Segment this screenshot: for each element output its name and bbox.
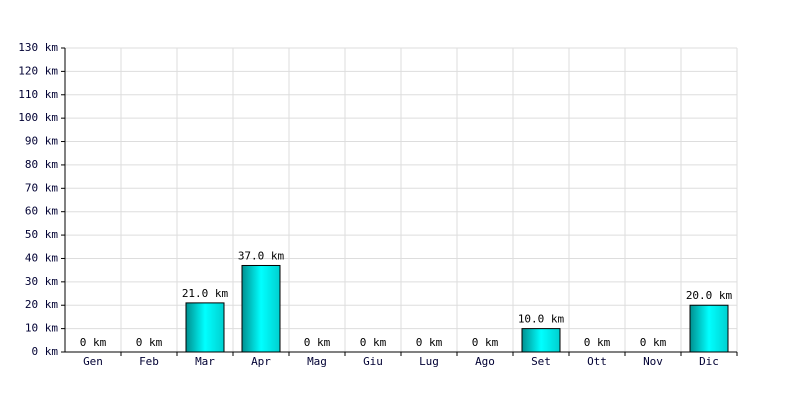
value-label: 21.0 km [182,287,229,300]
x-tick-label: Set [531,355,551,368]
x-tick-label: Ott [587,355,607,368]
value-label: 0 km [416,336,443,349]
y-tick-label: 130 km [18,41,58,54]
value-label: 0 km [136,336,163,349]
bar [521,328,561,353]
y-tick-label: 30 km [25,275,58,288]
y-tick-label: 0 km [32,345,59,358]
bar [185,302,225,353]
y-tick-label: 40 km [25,251,58,264]
y-tick-label: 90 km [25,135,58,148]
x-tick-label: Dic [699,355,719,368]
value-label: 0 km [80,336,107,349]
y-tick-label: 80 km [25,158,58,171]
bar [689,304,729,353]
value-label: 10.0 km [518,313,565,326]
value-label: 37.0 km [238,249,285,262]
y-tick-label: 20 km [25,298,58,311]
x-tick-label: Mar [195,355,215,368]
bar [241,264,281,353]
y-tick-label: 10 km [25,322,58,335]
x-tick-label: Feb [139,355,159,368]
y-tick-label: 120 km [18,64,58,77]
value-label: 0 km [360,336,387,349]
x-tick-label: Apr [251,355,271,368]
x-tick-label: Gen [83,355,103,368]
y-tick-label: 60 km [25,205,58,218]
y-tick-label: 100 km [18,111,58,124]
value-label: 0 km [304,336,331,349]
x-tick-label: Nov [643,355,663,368]
value-label: 20.0 km [686,289,733,302]
x-tick-label: Lug [419,355,439,368]
x-tick-label: Mag [307,355,327,368]
y-tick-label: 110 km [18,88,58,101]
value-label: 0 km [584,336,611,349]
x-tick-label: Ago [475,355,495,368]
y-tick-label: 50 km [25,228,58,241]
x-tick-label: Giu [363,355,383,368]
y-tick-label: 70 km [25,181,58,194]
value-label: 0 km [472,336,499,349]
value-label: 0 km [640,336,667,349]
